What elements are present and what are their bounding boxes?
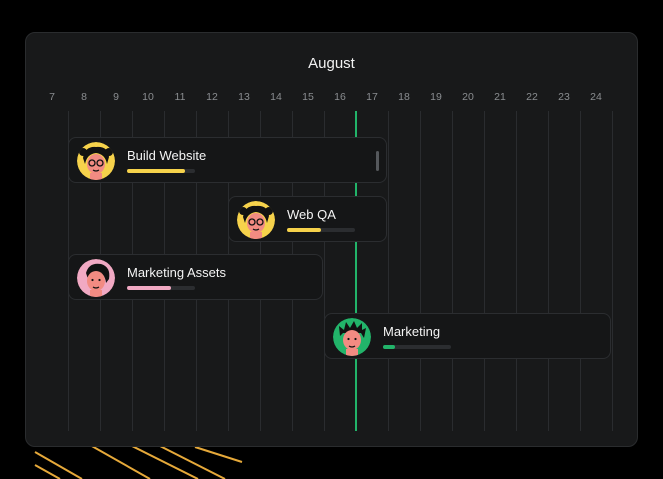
day-label: 8 — [81, 91, 87, 103]
day-label: 11 — [174, 91, 186, 103]
person-short-hair-avatar-icon — [77, 259, 115, 297]
task-bar-web-qa[interactable]: Web QA — [228, 196, 387, 242]
day-label: 15 — [302, 91, 314, 103]
today-marker-line — [355, 111, 357, 431]
grid-line — [484, 111, 485, 431]
task-name: Web QA — [287, 207, 336, 222]
day-label: 7 — [49, 91, 55, 103]
day-label: 24 — [590, 91, 602, 103]
person-glasses-avatar-icon — [77, 142, 115, 180]
task-name: Marketing Assets — [127, 265, 226, 280]
day-label: 23 — [558, 91, 570, 103]
day-label: 16 — [334, 91, 346, 103]
grid-line — [516, 111, 517, 431]
day-label: 14 — [270, 91, 282, 103]
task-progress-fill — [383, 345, 396, 349]
grid-line — [388, 111, 389, 431]
day-label: 21 — [494, 91, 506, 103]
gantt-calendar-panel: August 7 8 9 10 11 12 13 14 15 16 17 18 … — [25, 32, 638, 447]
resize-handle[interactable] — [376, 151, 379, 171]
day-label: 22 — [526, 91, 538, 103]
task-name: Marketing — [383, 324, 441, 339]
day-label: 18 — [398, 91, 410, 103]
person-glasses-avatar-icon — [237, 201, 275, 239]
grid-line — [612, 111, 613, 431]
day-label: 12 — [206, 91, 218, 103]
month-title: August — [308, 55, 355, 72]
day-label: 19 — [430, 91, 442, 103]
grid-line — [580, 111, 581, 431]
task-progress-track — [287, 228, 355, 232]
task-progress-track — [127, 286, 195, 290]
task-bar-marketing[interactable]: Marketing — [324, 313, 611, 359]
grid-line — [548, 111, 549, 431]
person-spiky-hair-avatar-icon — [333, 318, 371, 356]
task-progress-track — [383, 345, 451, 349]
task-bar-build-website[interactable]: Build Website — [68, 137, 387, 183]
grid-line — [324, 111, 325, 431]
grid-line — [452, 111, 453, 431]
day-label: 10 — [142, 91, 154, 103]
task-progress-fill — [127, 169, 185, 173]
task-name: Build Website — [127, 148, 207, 163]
task-progress-fill — [287, 228, 321, 232]
day-label: 9 — [113, 91, 119, 103]
day-label: 13 — [238, 91, 250, 103]
task-bar-marketing-assets[interactable]: Marketing Assets — [68, 254, 323, 300]
grid-line — [420, 111, 421, 431]
day-label: 17 — [366, 91, 378, 103]
task-progress-fill — [127, 286, 172, 290]
task-progress-track — [127, 169, 195, 173]
day-label: 20 — [462, 91, 474, 103]
